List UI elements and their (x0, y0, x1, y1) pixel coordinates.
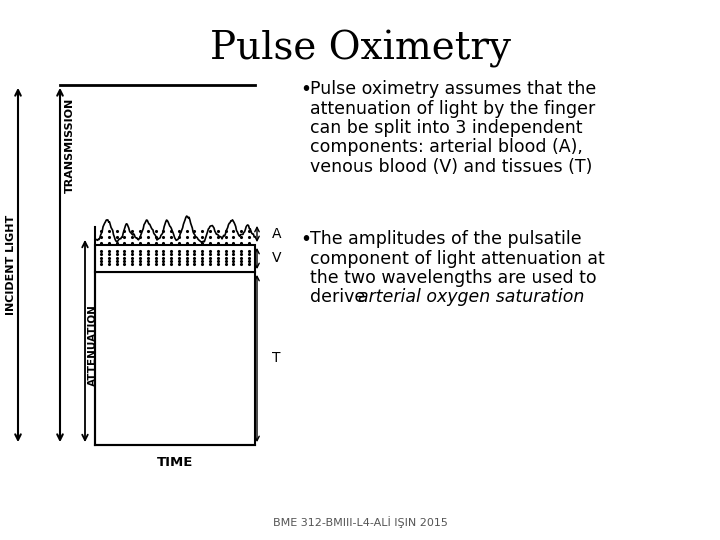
Text: ATTENUATION: ATTENUATION (88, 304, 98, 386)
Text: derive: derive (310, 288, 371, 307)
Text: BME 312-BMIII-L4-ALİ IŞIN 2015: BME 312-BMIII-L4-ALİ IŞIN 2015 (273, 516, 447, 528)
Bar (95, 245, 255, 272)
Text: A: A (272, 227, 282, 241)
Text: TRANSMISSION: TRANSMISSION (65, 97, 75, 193)
Text: T: T (272, 352, 281, 366)
Text: V: V (272, 252, 282, 266)
Text: arterial oxygen saturation: arterial oxygen saturation (358, 288, 584, 307)
Text: The amplitudes of the pulsatile: The amplitudes of the pulsatile (310, 230, 582, 248)
Text: TIME: TIME (157, 456, 193, 469)
Text: attenuation of light by the finger: attenuation of light by the finger (310, 99, 595, 118)
Text: can be split into 3 independent: can be split into 3 independent (310, 119, 582, 137)
Text: INCIDENT LIGHT: INCIDENT LIGHT (6, 215, 16, 315)
Bar (95, 272, 255, 445)
Text: venous blood (V) and tissues (T): venous blood (V) and tissues (T) (310, 158, 593, 176)
Text: •: • (300, 80, 311, 99)
Text: Pulse Oximetry: Pulse Oximetry (210, 30, 510, 68)
Text: Pulse oximetry assumes that the: Pulse oximetry assumes that the (310, 80, 596, 98)
Text: •: • (300, 230, 311, 249)
Text: components: arterial blood (A),: components: arterial blood (A), (310, 138, 583, 157)
Text: component of light attenuation at: component of light attenuation at (310, 249, 605, 267)
Text: the two wavelengths are used to: the two wavelengths are used to (310, 269, 597, 287)
